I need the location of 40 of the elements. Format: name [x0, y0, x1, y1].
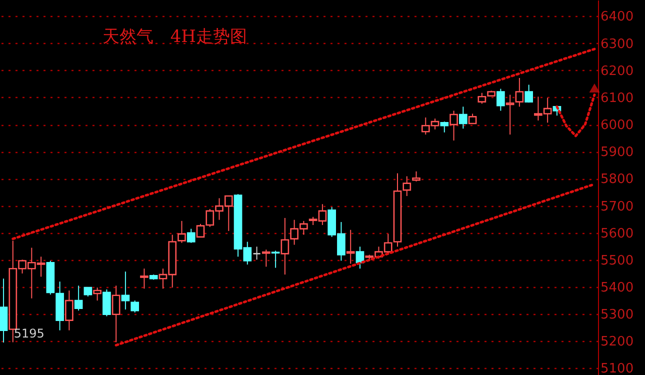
y-tick-label: 5200	[600, 334, 634, 350]
text: 天然气 4H走势图	[102, 27, 248, 47]
candlestick	[121, 271, 130, 310]
y-tick-label: 5400	[600, 280, 634, 296]
candlestick	[412, 170, 420, 182]
y-tick-label: 5500	[600, 253, 634, 268]
y-tick-label: 5600	[600, 226, 634, 242]
y-tick-label: 6200	[600, 64, 634, 79]
candlestick	[468, 113, 477, 124]
candlestick	[65, 290, 74, 331]
candlestick	[74, 285, 83, 312]
candlestick	[140, 268, 148, 290]
candlestick	[271, 250, 280, 268]
candlestick	[450, 110, 458, 142]
y-tick-label: 5800	[600, 172, 634, 188]
candlestick	[130, 300, 140, 313]
y-tick-label: 5900	[600, 145, 634, 160]
candlestick	[506, 94, 514, 136]
candlestick	[440, 121, 449, 133]
y-tick-label: 6100	[600, 90, 634, 106]
candlestick	[496, 88, 505, 112]
candlestick	[102, 288, 111, 317]
candlestick	[112, 285, 120, 343]
candlestick	[252, 246, 261, 260]
y-tick-label: 6000	[600, 118, 634, 134]
y-tick-label: 6300	[600, 36, 634, 52]
y-tick-label: 6400	[600, 10, 634, 25]
candlestick	[93, 287, 102, 302]
candlestick	[458, 106, 468, 130]
candlestick	[186, 228, 196, 244]
annotation: 5195	[14, 326, 44, 341]
candlestick	[402, 176, 412, 197]
candlestick	[524, 84, 533, 104]
y-tick-label: 5100	[600, 362, 634, 375]
candlestick	[0, 278, 8, 344]
y-tick-label: 5300	[600, 308, 634, 323]
candlestick	[262, 249, 270, 268]
y-tick-label: 5700	[600, 199, 634, 214]
candlestick	[515, 77, 524, 108]
candlestick	[346, 229, 355, 264]
